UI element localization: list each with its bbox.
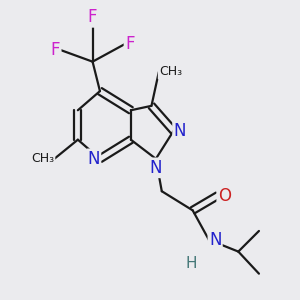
Text: CH₃: CH₃ [159,65,182,79]
Text: F: F [125,35,134,53]
Text: N: N [174,122,186,140]
Text: F: F [51,41,60,59]
Text: F: F [88,8,97,26]
Text: CH₃: CH₃ [31,152,54,165]
Text: N: N [209,231,221,249]
Text: N: N [87,150,100,168]
Text: H: H [185,256,197,271]
Text: O: O [218,187,231,205]
Text: N: N [150,159,162,177]
